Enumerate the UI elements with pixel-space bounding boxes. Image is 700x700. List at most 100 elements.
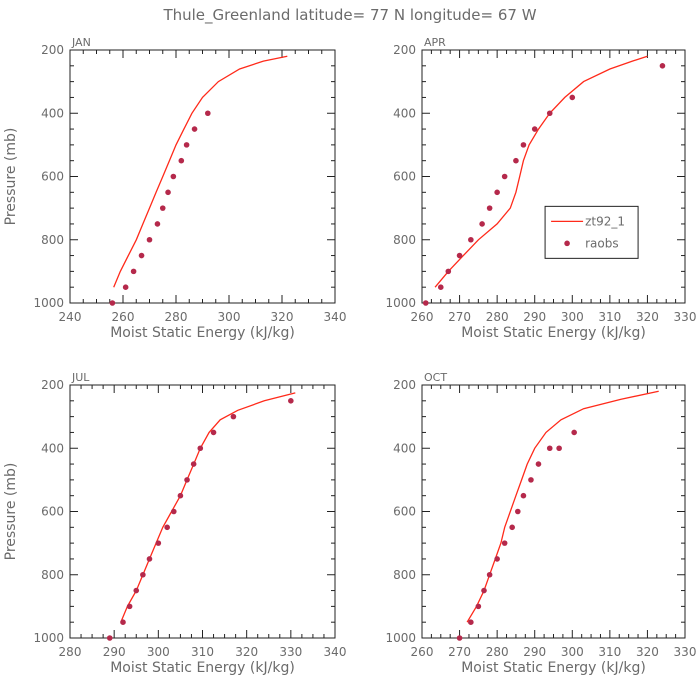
plot-frame bbox=[421, 49, 686, 304]
x-tick-label: 300 bbox=[218, 310, 241, 324]
x-tick-label: 340 bbox=[324, 310, 347, 324]
series-line-zt92-1 bbox=[466, 390, 659, 623]
y-tick-label: 600 bbox=[393, 505, 416, 519]
y-tick-label: 800 bbox=[393, 568, 416, 582]
raobs-point bbox=[170, 508, 177, 515]
y-tick-label: 800 bbox=[393, 233, 416, 247]
x-tick-label: 330 bbox=[674, 310, 697, 324]
x-tick-label: 310 bbox=[598, 645, 621, 659]
x-tick-label: 320 bbox=[636, 645, 659, 659]
plot-frame bbox=[69, 49, 336, 304]
x-tick-label: 290 bbox=[523, 645, 546, 659]
raobs-point bbox=[210, 429, 217, 436]
x-tick-label: 280 bbox=[486, 310, 509, 324]
y-tick-label: 600 bbox=[393, 170, 416, 184]
x-tick-label: 270 bbox=[448, 310, 471, 324]
y-tick-label: 600 bbox=[41, 505, 64, 519]
raobs-point bbox=[445, 268, 452, 275]
raobs-point bbox=[520, 492, 527, 499]
raobs-point bbox=[546, 445, 553, 452]
raobs-point bbox=[170, 173, 177, 180]
raobs-point bbox=[138, 252, 145, 259]
raobs-point bbox=[456, 252, 463, 259]
x-tick-label: 240 bbox=[59, 310, 82, 324]
series-line-zt92-1 bbox=[120, 392, 296, 623]
x-tick-label: 260 bbox=[411, 645, 434, 659]
x-tick-label: 340 bbox=[324, 645, 347, 659]
y-axis-label: Pressure (mb) bbox=[3, 463, 19, 561]
raobs-point bbox=[184, 477, 190, 483]
raobs-point bbox=[178, 157, 185, 164]
panel-title: JAN bbox=[71, 36, 91, 49]
raobs-point bbox=[183, 142, 190, 148]
raobs-point bbox=[468, 619, 474, 625]
raobs-point bbox=[520, 142, 527, 148]
raobs-point bbox=[154, 221, 161, 227]
x-tick-label: 270 bbox=[448, 645, 471, 659]
raobs-point bbox=[191, 126, 198, 132]
chart-panel-oct: OCT 260 270 280 290 300 310 320 330 200 400 600 800 1… bbox=[385, 371, 696, 676]
x-tick-label: 260 bbox=[112, 310, 135, 324]
raobs-point bbox=[513, 157, 519, 164]
y-tick-label: 400 bbox=[393, 441, 416, 455]
raobs-point bbox=[133, 587, 140, 594]
panels: JAN 240 260 280 300 320 340 200 400 600 800 1000 Moi… bbox=[3, 36, 696, 676]
x-tick-label: 320 bbox=[271, 310, 294, 324]
x-tick-label: 320 bbox=[235, 645, 258, 659]
raobs-point bbox=[486, 205, 493, 211]
x-tick-label: 290 bbox=[103, 645, 126, 659]
plot-frame bbox=[421, 384, 686, 639]
x-tick-label: 300 bbox=[147, 645, 170, 659]
raobs-point bbox=[159, 205, 166, 211]
raobs-point bbox=[177, 492, 184, 499]
x-tick-label: 280 bbox=[165, 310, 188, 324]
y-tick-label: 400 bbox=[41, 106, 64, 120]
raobs-point bbox=[205, 110, 211, 117]
x-tick-label: 300 bbox=[561, 310, 584, 324]
x-axis-label: Moist Static Energy (kJ/kg) bbox=[110, 325, 295, 341]
y-tick-label: 400 bbox=[41, 441, 64, 455]
x-axis-label: Moist Static Energy (kJ/kg) bbox=[461, 325, 646, 341]
chart-panel-jan: JAN 240 260 280 300 320 340 200 400 600 800 1000 Moi… bbox=[3, 36, 346, 341]
raobs-point bbox=[659, 63, 666, 69]
raobs-point bbox=[190, 461, 197, 467]
raobs-point bbox=[130, 268, 137, 275]
x-tick-label: 330 bbox=[279, 645, 302, 659]
x-tick-label: 280 bbox=[59, 645, 82, 659]
x-tick-label: 300 bbox=[561, 645, 584, 659]
raobs-point bbox=[494, 189, 500, 196]
panel-title: APR bbox=[424, 36, 446, 49]
y-tick-label: 1000 bbox=[33, 296, 64, 310]
x-tick-label: 280 bbox=[486, 645, 509, 659]
raobs-point bbox=[456, 635, 463, 641]
series-line-zt92-1 bbox=[434, 55, 648, 288]
raobs-point bbox=[546, 110, 553, 117]
raobs-point bbox=[509, 524, 515, 531]
legend-box bbox=[544, 205, 639, 259]
series-line-zt92-1 bbox=[113, 55, 288, 288]
x-tick-label: 320 bbox=[636, 310, 659, 324]
y-tick-label: 800 bbox=[41, 568, 64, 582]
chart-panel-jul: JUL 280 290 300 310 320 330 340 200 400 600 800 1000… bbox=[3, 371, 346, 676]
raobs-point bbox=[515, 508, 521, 515]
raobs-point bbox=[501, 540, 508, 546]
raobs-point bbox=[528, 477, 534, 483]
raobs-point bbox=[164, 524, 170, 531]
raobs-point bbox=[475, 603, 482, 610]
legend-marker-swatch bbox=[564, 240, 570, 247]
raobs-point bbox=[140, 571, 146, 578]
raobs-point bbox=[437, 284, 444, 290]
figure-title: Thule_Greenland latitude= 77 N longitude… bbox=[162, 6, 536, 25]
raobs-point bbox=[486, 571, 493, 578]
y-tick-label: 1000 bbox=[385, 296, 416, 310]
raobs-point bbox=[501, 173, 508, 180]
panel-title: JUL bbox=[71, 371, 90, 384]
panel-title: OCT bbox=[424, 371, 447, 384]
chart-panel-apr: APR 260 270 280 290 300 310 320 330 200 400 600 800 1… bbox=[385, 36, 696, 341]
raobs-point bbox=[288, 398, 294, 404]
raobs-point bbox=[422, 300, 429, 306]
y-tick-label: 200 bbox=[393, 43, 416, 57]
raobs-point bbox=[126, 603, 133, 610]
x-tick-label: 310 bbox=[191, 645, 214, 659]
